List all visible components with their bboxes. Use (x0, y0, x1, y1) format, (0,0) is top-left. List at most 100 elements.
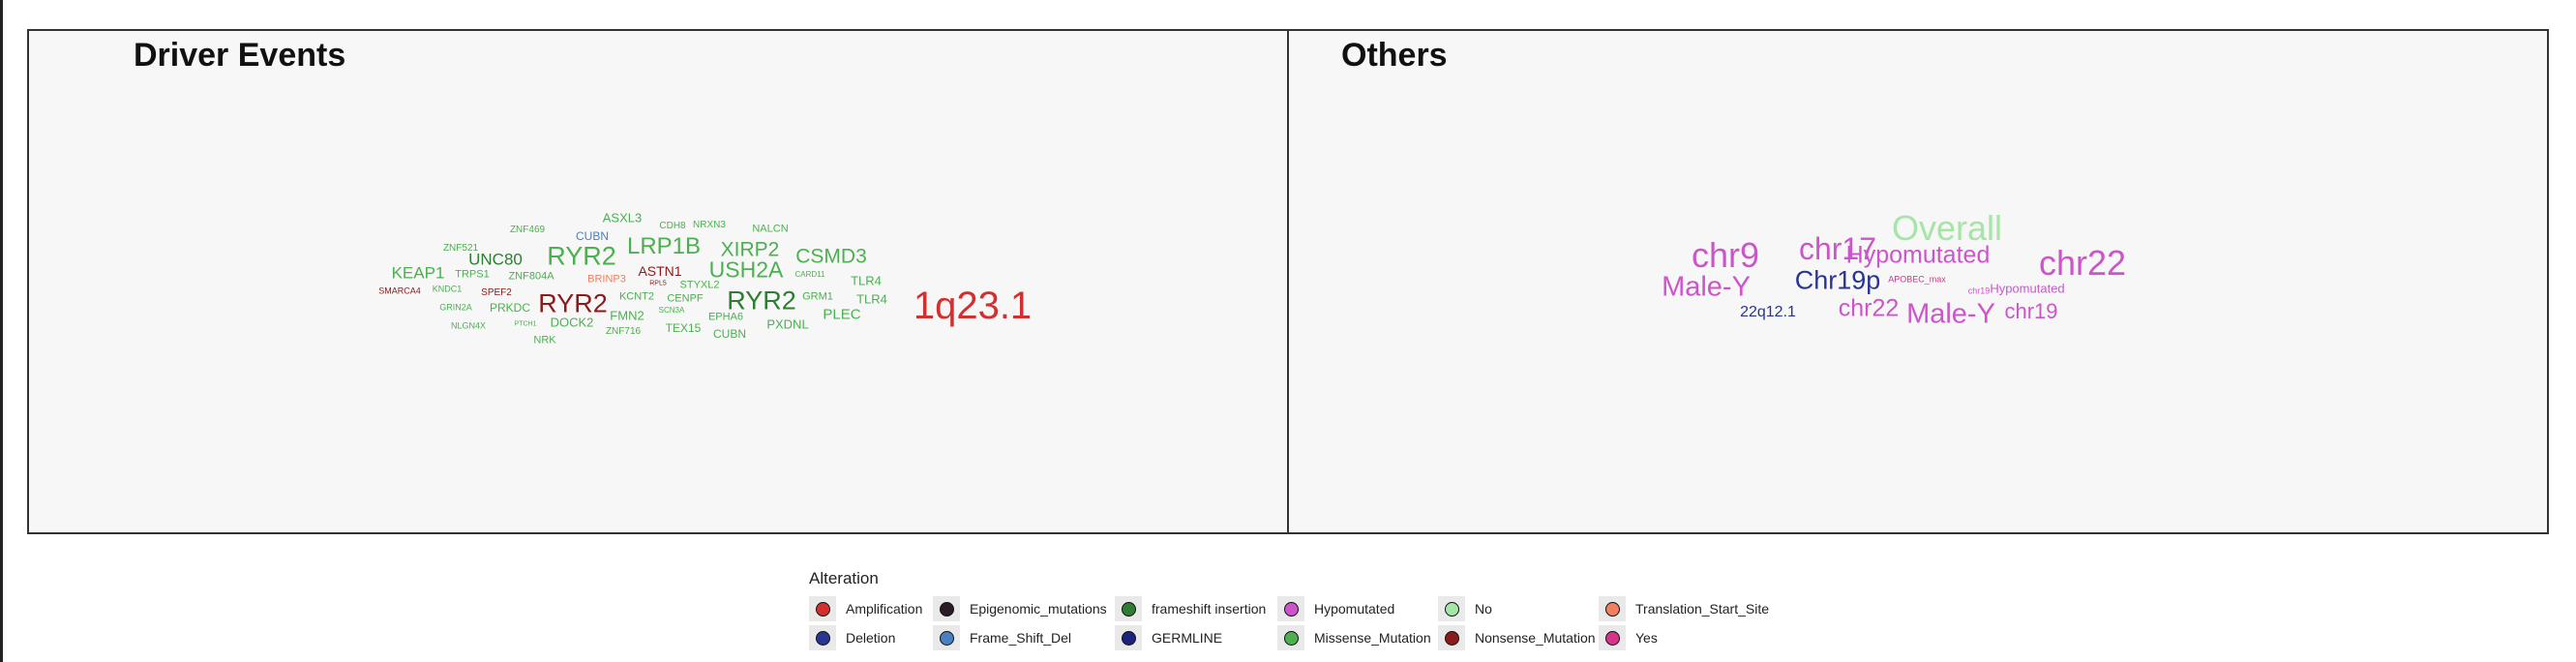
legend-swatch (1444, 630, 1459, 646)
word-unc80: UNC80 (468, 250, 523, 269)
legend-key (809, 625, 836, 650)
word-hypomutated: Hypomutated (1845, 241, 1991, 269)
word-chr22: chr22 (2038, 243, 2127, 283)
word-xirp2: XIRP2 (720, 238, 780, 261)
word-cubn: CUBN (575, 229, 610, 243)
word-chr19p: Chr19p (1794, 265, 1881, 295)
legend-key (933, 596, 960, 621)
legend-label: Hypomutated (1314, 601, 1395, 617)
word-nrk: NRK (533, 334, 556, 346)
word-tlr4: TLR4 (856, 291, 887, 307)
word-fmn2: FMN2 (610, 308, 644, 323)
others-wordcloud: Overall chr9 chr22 chr17 Male-Y Male-Y Hypomut… (1289, 31, 2547, 532)
word-znf521: ZNF521 (442, 243, 479, 254)
word-spef2: SPEF2 (481, 287, 512, 298)
word-hypomutated: Hypomutated (1990, 281, 2065, 296)
legend-item-deletion: Deletion (809, 625, 895, 650)
others-panel: Others Overall chr9 chr22 chr17 Male-Y Male-Y… (1287, 29, 2549, 534)
legend-item-no: No (1438, 596, 1492, 621)
legend-key (1599, 625, 1626, 650)
word-chr9: chr9 (1691, 235, 1760, 275)
word-apobec-max: APOBEC_max (1888, 274, 1946, 285)
word-asxl3: ASXL3 (602, 210, 643, 226)
legend-swatch (1283, 601, 1299, 617)
legend-item-epigenomic-mutations: Epigenomic_mutations (933, 596, 1107, 621)
legend-item-frameshift-insertion: frameshift insertion (1115, 596, 1266, 621)
legend-label: No (1475, 601, 1492, 617)
legend-key (1438, 625, 1465, 650)
word-cdh8: CDH8 (659, 221, 686, 231)
word-trps1: TRPS1 (455, 268, 490, 281)
legend-label: Yes (1635, 630, 1658, 646)
word-smarca4: SMARCA4 (378, 286, 421, 296)
word-chr19: chr19 (2004, 299, 2058, 323)
word-22q12-1: 22q12.1 (1740, 304, 1796, 320)
word-lrp1b: LRP1B (626, 233, 702, 259)
word-chr17: chr17 (1798, 231, 1877, 266)
left-edge-rule (0, 0, 3, 662)
others-title: Others (1341, 37, 1448, 74)
word-cenpf: CENPF (667, 292, 704, 305)
word-dock2: DOCK2 (550, 315, 594, 330)
legend-item-germline: GERMLINE (1115, 625, 1222, 650)
word-keap1: KEAP1 (391, 263, 445, 283)
driver-events-wordcloud: 1q23.1 RYR2 RYR2 RYR2 LRP1B USH2A CSMD3 XIRP2 UN… (29, 31, 1287, 532)
word-chr22: chr22 (1838, 294, 1900, 322)
word-card11: CARD11 (794, 270, 825, 279)
word-astn1: ASTN1 (638, 263, 682, 279)
legend-key (1438, 596, 1465, 621)
word-tex15: TEX15 (665, 321, 702, 335)
legend-title: Alteration (809, 569, 879, 587)
word-rpl5: RPL5 (649, 280, 667, 287)
legend-swatch (1121, 630, 1136, 646)
legend-swatch (1121, 601, 1136, 617)
legend-item-amplification: Amplification (809, 596, 922, 621)
legend-item-yes: Yes (1599, 625, 1658, 650)
word-ryr2: RYR2 (538, 288, 608, 318)
word-znf469: ZNF469 (509, 225, 546, 235)
legend-key (809, 596, 836, 621)
word-cubn: CUBN (712, 327, 747, 341)
legend-swatch (815, 630, 830, 646)
legend-key (1115, 596, 1142, 621)
legend-item-translation-start-site: Translation_Start_Site (1599, 596, 1769, 621)
word-ryr2: RYR2 (547, 241, 616, 271)
driver-events-panel: Driver Events 1q23.1 RYR2 RYR2 RYR2 LRP1B USH… (27, 29, 1289, 534)
legend-swatch (1604, 601, 1620, 617)
legend-swatch (1604, 630, 1620, 646)
word-csmd3: CSMD3 (795, 245, 867, 268)
legend-key (1599, 596, 1626, 621)
legend-swatch (1444, 601, 1459, 617)
legend-key (1277, 625, 1304, 650)
legend-label: Epigenomic_mutations (970, 601, 1107, 617)
word-tlr4: TLR4 (851, 273, 882, 288)
alteration-legend: Alteration Amplification Deletion Epigenom… (809, 569, 1777, 656)
legend-label: Translation_Start_Site (1635, 601, 1769, 617)
legend-item-hypomutated: Hypomutated (1277, 596, 1394, 621)
legend-label: Nonsense_Mutation (1475, 630, 1596, 646)
legend-swatch (939, 601, 954, 617)
legend-key (933, 625, 960, 650)
driver-events-title: Driver Events (134, 37, 346, 74)
legend-label: Frame_Shift_Del (970, 630, 1072, 646)
word-male-y: Male-Y (1662, 271, 1751, 303)
word-znf716: ZNF716 (605, 326, 642, 337)
legend-label: frameshift insertion (1152, 601, 1267, 617)
legend-label: Amplification (846, 601, 923, 617)
word-1q23-1: 1q23.1 (913, 285, 1033, 327)
word-nalcn: NALCN (752, 223, 789, 235)
legend-label: Missense_Mutation (1314, 630, 1431, 646)
word-brinp3: BRINP3 (587, 273, 626, 286)
legend-swatch (939, 630, 954, 646)
word-styxl2: STYXL2 (679, 279, 720, 291)
word-chr19: chr19 (1967, 286, 1991, 296)
word-scn3a: SCN3A (658, 306, 685, 315)
legend-label: Deletion (846, 630, 896, 646)
legend-item-frame-shift-del: Frame_Shift_Del (933, 625, 1071, 650)
legend-swatch (815, 601, 830, 617)
legend-swatch (1283, 630, 1299, 646)
word-nrxn3: NRXN3 (693, 220, 726, 230)
word-grm1: GRM1 (802, 290, 833, 303)
word-ryr2: RYR2 (727, 286, 796, 316)
legend-key (1277, 596, 1304, 621)
